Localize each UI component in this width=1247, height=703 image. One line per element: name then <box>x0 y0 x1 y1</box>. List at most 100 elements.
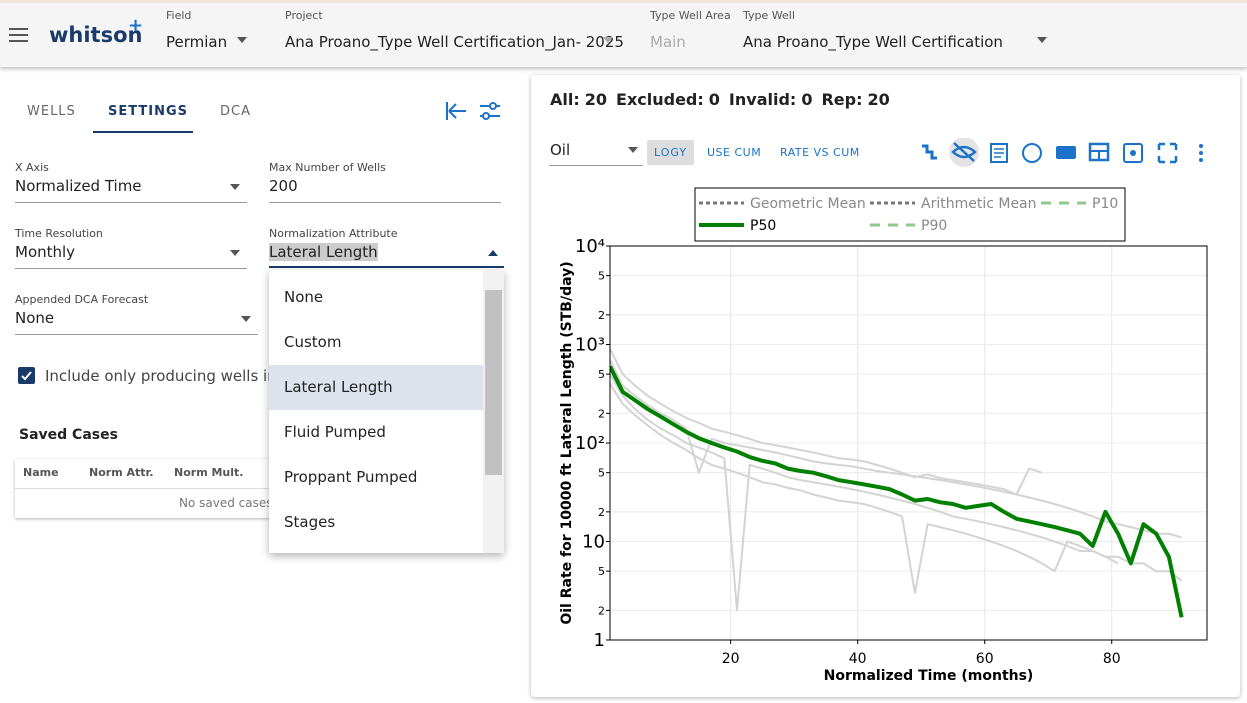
dropdown-option[interactable]: Stages <box>284 513 336 531</box>
caret <box>603 37 613 43</box>
field-value[interactable]: Ana Proano_Type Well Certification_Jan- … <box>285 33 624 51</box>
underline <box>15 334 258 335</box>
field-label: Type Well <box>743 9 795 22</box>
underline-focus <box>269 266 504 268</box>
legend-label: Arithmetic Mean <box>921 196 1037 212</box>
caret <box>488 250 498 256</box>
dropdown-menu: None Custom Lateral Length Fluid Pumped Prop… <box>269 270 504 553</box>
setting-label: Normalization Attribute <box>269 227 398 240</box>
field-value[interactable]: Ana Proano_Type Well Certification <box>743 33 1003 51</box>
caret <box>237 37 247 43</box>
tab-active[interactable]: SETTINGS <box>108 104 189 119</box>
tab[interactable]: WELLS <box>27 104 76 119</box>
x-tick-label: 40 <box>849 651 867 667</box>
field-value: Main <box>650 33 686 51</box>
y-tick-label: 5 <box>598 368 605 381</box>
panel-icons[interactable] <box>445 100 505 122</box>
toggle-button[interactable]: USE CUM <box>707 146 762 159</box>
setting-value[interactable]: Normalized Time <box>15 177 142 195</box>
underline <box>15 202 247 203</box>
series-select[interactable]: Oil <box>550 141 571 159</box>
row-divider <box>15 488 315 489</box>
dropdown-option-selected[interactable]: Lateral Length <box>269 365 483 410</box>
y-tick-label: 2 <box>598 604 605 617</box>
legend-label: Geometric Mean <box>750 196 866 212</box>
toolbar-icons[interactable] <box>919 138 1209 168</box>
logo-mark: + <box>128 15 144 36</box>
x-tick-label: 80 <box>1103 651 1121 667</box>
y-tick-label: 5 <box>598 565 605 578</box>
field-label: Project <box>285 9 323 22</box>
stat-value: 20 <box>584 90 608 109</box>
y-tick-label: 1 <box>594 630 605 651</box>
tab-indicator <box>93 131 193 133</box>
legend-box <box>694 187 1126 242</box>
field-label: Field <box>166 9 192 22</box>
field-value[interactable]: Permian <box>166 33 228 51</box>
setting-value[interactable]: 200 <box>269 177 298 195</box>
setting-value[interactable]: Monthly <box>15 243 76 261</box>
underline <box>15 268 247 269</box>
setting-value[interactable]: Lateral Length <box>269 243 378 261</box>
underline <box>269 202 501 203</box>
y-tick-label: 10³ <box>575 335 605 356</box>
well-line <box>610 383 1119 594</box>
caret <box>628 147 638 153</box>
dropdown-option[interactable]: Proppant Pumped <box>284 468 418 486</box>
y-tick-label: 10 <box>582 532 605 553</box>
setting-label: Appended DCA Forecast <box>15 293 149 306</box>
tab[interactable]: DCA <box>220 104 251 119</box>
legend-label: P10 <box>1092 196 1118 212</box>
stat-label: All: <box>550 90 580 109</box>
stat-label: Invalid: <box>728 90 797 109</box>
dropdown-option[interactable]: Custom <box>284 333 342 351</box>
checkbox-label: Include only producing wells in av <box>45 367 300 385</box>
well-line <box>610 373 1183 612</box>
setting-label: Max Number of Wells <box>269 161 386 174</box>
stat-label: Excluded: <box>616 90 704 109</box>
underline <box>549 165 643 166</box>
chart: 20 40 60 80 1 2 5 10 2 5 10² 2 5 10³ 2 5 10⁴ Normalized T… <box>559 187 1208 684</box>
dropdown-option[interactable]: Fluid Pumped <box>284 423 386 441</box>
legend-label: P50 <box>750 218 776 234</box>
dropdown-option[interactable]: None <box>284 288 324 306</box>
saved-table: Name Norm Attr. Norm Mult. No saved case… <box>15 459 315 518</box>
stats: All: 20 Excluded: 0 Invalid: 0 Rep: 20 <box>550 90 890 109</box>
x-tick-label: 20 <box>722 651 740 667</box>
stat-value: 0 <box>708 90 720 109</box>
setting-value[interactable]: None <box>15 309 55 327</box>
toggle-button[interactable]: RATE VS CUM <box>780 146 860 159</box>
scrollbar-thumb[interactable] <box>485 290 502 475</box>
y-axis-title: Oil Rate for 10000 ft Lateral Length (ST… <box>559 261 575 624</box>
column-header: Norm Attr. <box>89 466 154 479</box>
legend-label: P90 <box>921 218 947 234</box>
stat-label: Rep: <box>821 90 863 109</box>
checkbox[interactable] <box>17 366 37 386</box>
caret <box>230 250 240 256</box>
header: whitson + Field Permian Project Ana Proa… <box>0 0 1247 67</box>
x-axis-title: Normalized Time (months) <box>824 668 1034 684</box>
stat-value: 20 <box>867 90 890 109</box>
empty-message: No saved cases <box>179 496 273 510</box>
caret <box>230 184 240 190</box>
well-line <box>610 359 1043 496</box>
caret <box>1037 37 1047 43</box>
field-label: Type Well Area <box>650 9 731 22</box>
column-header: Name <box>23 466 59 479</box>
y-tick-label: 5 <box>598 270 605 283</box>
y-tick-label: 2 <box>598 309 605 322</box>
stat-value: 0 <box>801 90 813 109</box>
y-tick-label: 2 <box>598 407 605 420</box>
x-tick-label: 60 <box>976 651 994 667</box>
chart-card: All: 20 Excluded: 0 Invalid: 0 Rep: 20 Oil LOGY… <box>531 75 1240 697</box>
well-line <box>610 348 1182 539</box>
logo: whitson <box>49 23 143 47</box>
column-header: Norm Mult. <box>174 466 244 479</box>
p50-line <box>610 365 1184 618</box>
toggle-button-active[interactable]: LOGY <box>647 140 694 165</box>
menu-icon[interactable] <box>9 27 29 43</box>
section-title: Saved Cases <box>19 427 118 443</box>
caret <box>241 316 251 322</box>
plot-lines <box>610 348 1184 618</box>
